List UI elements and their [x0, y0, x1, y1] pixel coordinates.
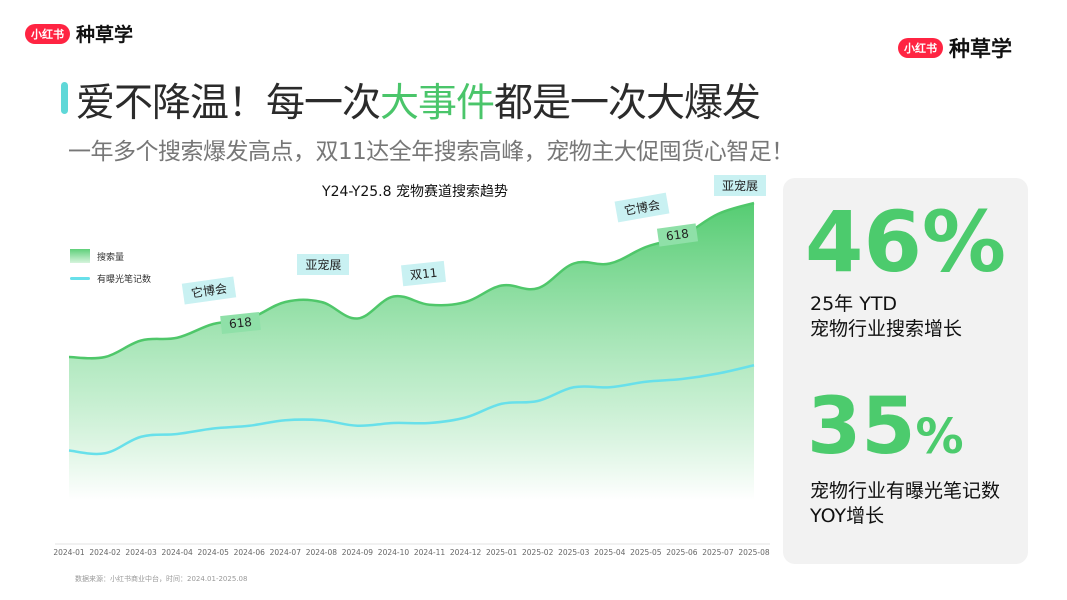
series-notes-line — [68, 364, 755, 456]
event-tag: 亚宠展 — [297, 254, 350, 275]
page-subtitle: 一年多个搜索爆发高点，双11达全年搜索高峰，宠物主大促囤货心智足！ — [68, 139, 794, 165]
stat-search-growth-value: 46% — [805, 193, 1007, 291]
stat-notes-growth-value: 35% — [807, 388, 964, 466]
x-tick-label: 2025-04 — [594, 548, 626, 557]
event-tag: 亚宠展 — [714, 175, 767, 196]
x-tick-label: 2024-09 — [341, 548, 374, 557]
x-tick-label: 2024-03 — [125, 548, 157, 557]
x-tick-label: 2024-06 — [233, 548, 265, 557]
stat-notes-growth-label: 宠物行业有曝光笔记数 YOY增长 — [810, 479, 1000, 529]
x-tick-label: 2024-01 — [53, 548, 85, 557]
legend-item-notes: 有曝光笔记数 — [70, 267, 151, 289]
legend-swatch-line — [70, 276, 90, 280]
stat-search-growth-label: 25年 YTD 宠物行业搜索增长 — [810, 292, 962, 342]
series-search-area — [69, 203, 754, 500]
x-tick-label: 2024-07 — [269, 548, 301, 557]
stat-label-line: 25年 YTD — [810, 293, 898, 315]
brand-name: 种草学 — [76, 24, 134, 46]
legend-item-search: 搜索量 — [70, 245, 151, 267]
x-axis: 2024-01 2024-02 2024-03 2024-04 2024-05 2024-… — [50, 545, 770, 565]
title-highlight: 大事件 — [380, 81, 495, 126]
data-source: 数据来源：小红书商业中台，时间：2024.01-2025.08 — [75, 575, 248, 583]
title-part-1: 爱不降温！每一次 — [76, 81, 381, 126]
event-tag: 618 — [220, 311, 261, 334]
legend-label-notes: 有曝光笔记数 — [97, 274, 152, 285]
x-tick-label: 2024-05 — [197, 548, 229, 557]
chart-legend: 搜索量 有曝光笔记数 — [70, 245, 151, 289]
chart-title: Y24-Y25.8 宠物赛道搜索趋势 — [322, 184, 508, 200]
trend-chart — [55, 201, 770, 545]
legend-label-search: 搜索量 — [97, 252, 125, 263]
x-tick-label: 2025-06 — [666, 548, 698, 557]
x-tick-label: 2025-02 — [522, 548, 554, 557]
page-title: 爱不降温！每一次大事件都是一次大爆发 — [76, 72, 761, 128]
x-tick-label: 2024-08 — [305, 548, 338, 557]
stat-label-line: 宠物行业有曝光笔记数 — [810, 480, 1001, 502]
x-tick-label: 2025-03 — [558, 548, 590, 557]
brand-name: 种草学 — [949, 37, 1012, 61]
x-tick-label: 2025-05 — [630, 548, 662, 557]
stat-number: 35 — [807, 382, 916, 472]
x-tick-label: 2024-04 — [161, 548, 193, 557]
x-tick-label: 2024-11 — [413, 548, 446, 557]
brand-logo-left: 小红书 种草学 — [25, 20, 133, 47]
stat-percent-sign: % — [915, 409, 964, 465]
x-tick-label: 2025-07 — [702, 548, 734, 557]
brand-badge: 小红书 — [25, 23, 70, 44]
x-tick-label: 2025-08 — [738, 548, 770, 557]
x-tick-label: 2024-10 — [377, 548, 410, 557]
series-search-line — [68, 201, 755, 360]
x-tick-label: 2025-01 — [485, 548, 518, 557]
x-tick-label: 2024-12 — [449, 548, 482, 557]
brand-badge: 小红书 — [898, 38, 943, 58]
stat-label-line: YOY增长 — [810, 505, 885, 527]
x-tick-label: 2024-02 — [89, 548, 121, 557]
event-tag: 双11 — [400, 260, 446, 286]
title-accent-bar — [61, 82, 68, 114]
stat-label-line: 宠物行业搜索增长 — [810, 318, 963, 340]
stats-panel — [783, 178, 1028, 564]
title-part-2: 都是一次大爆发 — [494, 81, 761, 126]
legend-swatch-area — [70, 249, 90, 263]
brand-logo-right: 小红书 种草学 — [898, 33, 1012, 63]
